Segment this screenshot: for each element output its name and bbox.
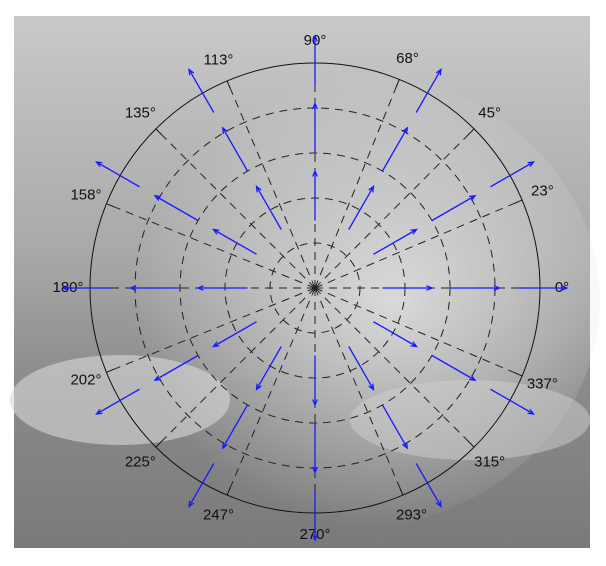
angular-tick-label: 247° [203, 506, 234, 523]
angular-tick-label: 135° [125, 104, 156, 121]
angular-tick-label: 158° [70, 186, 101, 203]
angular-tick-label: 113° [204, 52, 234, 69]
angular-tick-label: 202° [70, 371, 101, 388]
angular-tick-label: 337° [527, 375, 558, 392]
chart: 0°23°45°68°90°113°135°158°180°202°225°24… [0, 0, 606, 561]
angular-tick-label: 45° [478, 104, 501, 121]
sky-glow [80, 70, 600, 530]
angular-tick-label: 293° [396, 506, 427, 523]
page: 0°23°45°68°90°113°135°158°180°202°225°24… [0, 0, 606, 561]
angular-tick-label: 23° [531, 182, 554, 199]
angular-tick-label: 315° [474, 454, 505, 471]
angular-tick-label: 225° [125, 454, 156, 471]
angular-tick-label: 68° [396, 50, 419, 67]
